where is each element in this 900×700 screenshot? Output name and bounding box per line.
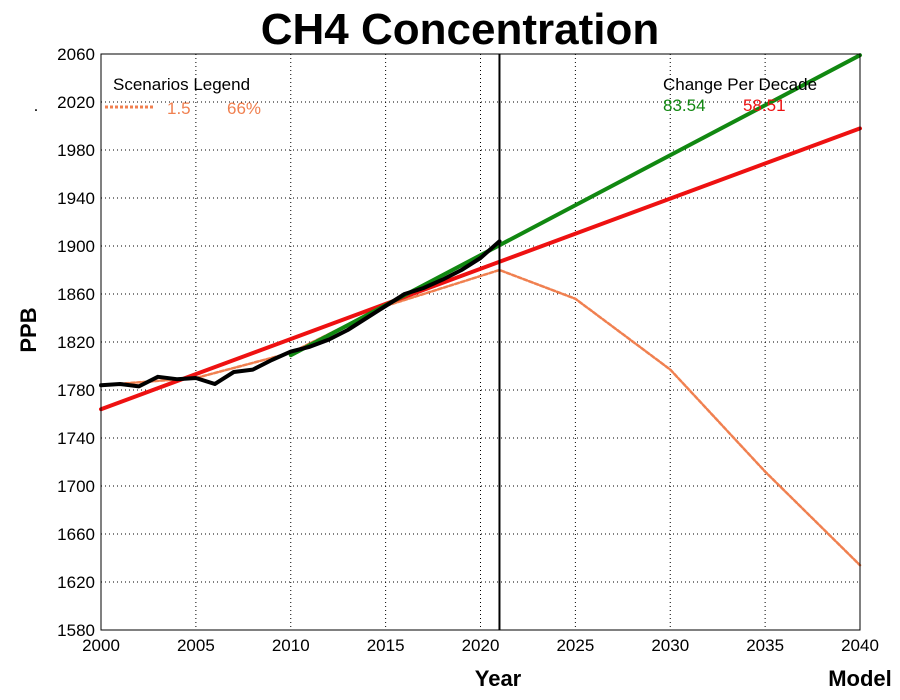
y-tick-label: 1860 — [57, 285, 95, 304]
y-tick-label: 1700 — [57, 477, 95, 496]
change-per-decade-value-green: 83.54 — [663, 96, 706, 115]
change-per-decade-legend: Change Per Decade 83.54 58.51 — [663, 75, 817, 115]
y-tick-label: 1940 — [57, 189, 95, 208]
y-tick-label: 1620 — [57, 573, 95, 592]
observed-ch4-line — [99, 239, 502, 389]
x-tick-label: 2040 — [841, 636, 879, 655]
x-tick-label: 2030 — [651, 636, 689, 655]
y-tick-label: 1740 — [57, 429, 95, 448]
y-tick-label: 1660 — [57, 525, 95, 544]
y-tick-label: 1820 — [57, 333, 95, 352]
x-tick-label: 2015 — [367, 636, 405, 655]
x-tick-label: 2000 — [82, 636, 120, 655]
chart-title: CH4 Concentration — [261, 5, 659, 54]
y-tick-label: 1900 — [57, 237, 95, 256]
x-tick-label: 2020 — [462, 636, 500, 655]
stray-dot-mark: . — [34, 96, 39, 115]
x-tick-label: 2010 — [272, 636, 310, 655]
model-corner-label: Model — [828, 666, 892, 691]
y-tick-label: 2060 — [57, 45, 95, 64]
y-tick-label: 1580 — [57, 621, 95, 640]
change-per-decade-value-red: 58.51 — [743, 96, 786, 115]
y-axis-label: PPB — [16, 307, 41, 352]
x-tick-label: 2005 — [177, 636, 215, 655]
y-tick-label: 1980 — [57, 141, 95, 160]
series-group — [99, 53, 862, 567]
x-axis-label: Year — [475, 666, 522, 691]
y-tick-labels: 1580 1620 1660 1700 1740 1780 1820 1860 1900 1940… — [57, 45, 95, 640]
scenario-percent: 66% — [227, 99, 261, 118]
plot-frame — [100, 53, 861, 631]
x-tick-label: 2035 — [746, 636, 784, 655]
change-per-decade-title: Change Per Decade — [663, 75, 817, 94]
y-tick-label: 2020 — [57, 93, 95, 112]
x-tick-label: 2025 — [556, 636, 594, 655]
x-tick-labels: 2000 2005 2010 2015 2020 2025 2030 2035 2040 — [82, 636, 879, 655]
y-tick-label: 1780 — [57, 381, 95, 400]
red-trend-line — [99, 126, 862, 412]
scenario-label: 1.5 — [167, 99, 191, 118]
scenarios-legend: Scenarios Legend 1.5 66% — [105, 75, 261, 118]
scenarios-legend-title: Scenarios Legend — [113, 75, 250, 94]
